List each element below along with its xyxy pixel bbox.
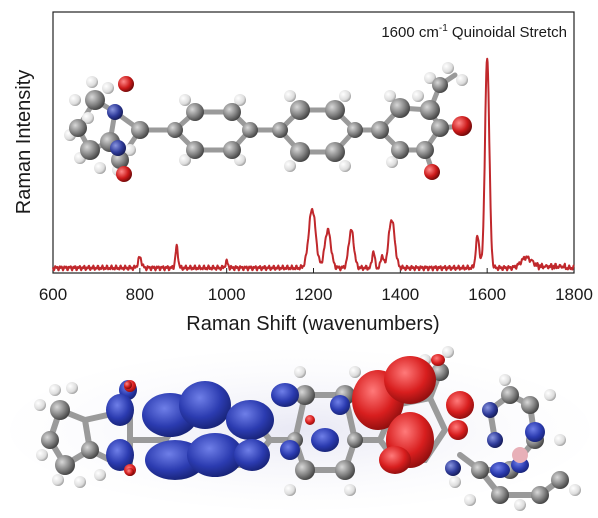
x-tick-label: 600: [39, 285, 67, 304]
peak-annotation: 1600 cm-1 Quinoidal Stretch: [381, 23, 567, 41]
y-axis-title: Raman Intensity: [13, 70, 35, 215]
x-tick-label: 1600: [468, 285, 506, 304]
molecular-orbital-rendering: [10, 346, 590, 511]
x-axis-title: Raman Shift (wavenumbers): [186, 313, 439, 335]
x-tick-label: 1800: [555, 285, 593, 304]
raman-chart: 600 800 1000 1200 1400 1600 1800 Raman Shift (…: [13, 11, 593, 335]
x-tick-labels: 600 800 1000 1200 1400 1600 1800: [39, 285, 593, 304]
x-tick-label: 1200: [295, 285, 333, 304]
x-tick-label: 800: [126, 285, 154, 304]
x-tick-label: 1400: [381, 285, 419, 304]
peak-annotation-superscript: -1: [439, 23, 448, 34]
molecule-ball-and-stick: [64, 62, 472, 182]
raman-spectrum-line: [52, 57, 575, 272]
x-tick-label: 1000: [208, 285, 246, 304]
